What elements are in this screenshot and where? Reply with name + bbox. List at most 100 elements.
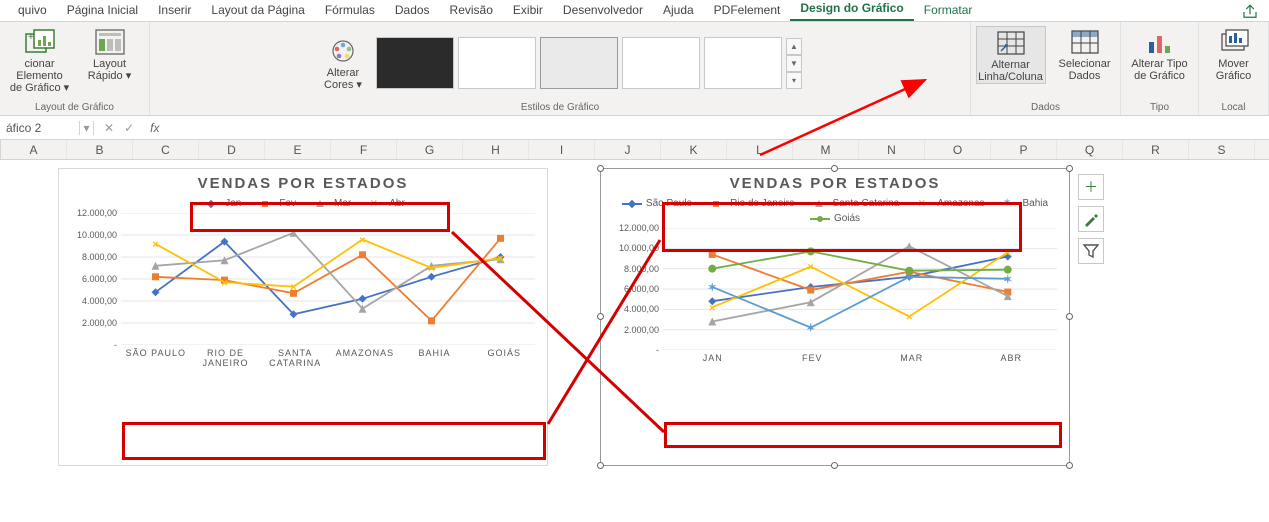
resize-handle[interactable] <box>1066 165 1073 172</box>
column-header[interactable]: F <box>331 140 397 159</box>
column-header[interactable]: A <box>1 140 67 159</box>
column-header[interactable]: B <box>67 140 133 159</box>
tab-formatar[interactable]: Formatar <box>914 0 983 21</box>
type-group-label: Tipo <box>1150 100 1169 113</box>
resize-handle[interactable] <box>1066 462 1073 469</box>
resize-handle[interactable] <box>597 313 604 320</box>
chart-2-legend: São PauloRio de JaneiroSanta CatarinaAma… <box>601 196 1069 228</box>
style-thumb-1[interactable] <box>376 37 454 89</box>
style-thumb-2[interactable] <box>458 37 536 89</box>
legend-item: Abr <box>365 198 405 209</box>
tab-inicio[interactable]: Página Inicial <box>57 0 148 21</box>
column-header[interactable]: G <box>397 140 463 159</box>
select-data-button[interactable]: SelecionarDados <box>1054 26 1116 82</box>
legend-item: Mar <box>310 198 351 209</box>
column-header[interactable]: S <box>1189 140 1255 159</box>
legend-item: Rio de Janeiro <box>706 198 794 209</box>
svg-text:×: × <box>906 311 912 323</box>
chart-styles-button[interactable] <box>1078 206 1104 232</box>
move-chart-button[interactable]: MoverGráfico <box>1205 26 1263 82</box>
column-header[interactable]: O <box>925 140 991 159</box>
column-header[interactable]: M <box>793 140 859 159</box>
tab-formulas[interactable]: Fórmulas <box>315 0 385 21</box>
chart-1[interactable]: VENDAS POR ESTADOS Jan Fev Mar Abr -2.000,0… <box>58 168 548 466</box>
column-header[interactable]: R <box>1123 140 1189 159</box>
column-header[interactable]: L <box>727 140 793 159</box>
svg-text:×: × <box>221 277 227 289</box>
quick-layout-button[interactable]: LayoutRápido ▾ <box>79 26 141 82</box>
column-header[interactable]: Q <box>1057 140 1123 159</box>
column-header[interactable]: K <box>661 140 727 159</box>
chart-elements-button[interactable]: ＋ <box>1078 174 1104 200</box>
share-icon[interactable] <box>1241 3 1259 21</box>
tab-inserir[interactable]: Inserir <box>148 0 201 21</box>
formula-cancel-icon[interactable]: ✕ <box>104 121 114 135</box>
legend-item: Jan <box>201 198 241 209</box>
formula-accept-icon[interactable]: ✓ <box>124 121 134 135</box>
svg-text:+: + <box>28 32 34 43</box>
chart-2-plot: -2.000,004.000,006.000,008.000,0010.000,… <box>663 228 1061 350</box>
svg-text:×: × <box>709 302 715 314</box>
change-colors-button[interactable]: AlterarCores ▾ <box>318 35 368 91</box>
legend-item: São Paulo <box>622 198 692 209</box>
change-colors-label: AlterarCores ▾ <box>324 67 362 91</box>
column-header[interactable]: I <box>529 140 595 159</box>
column-header[interactable]: N <box>859 140 925 159</box>
column-header[interactable]: D <box>199 140 265 159</box>
tab-dados[interactable]: Dados <box>385 0 440 21</box>
change-chart-type-button[interactable]: Alterar Tipode Gráfico <box>1127 26 1193 82</box>
tab-ajuda[interactable]: Ajuda <box>653 0 704 21</box>
svg-text:×: × <box>428 263 434 275</box>
svg-text:✶: ✶ <box>806 323 815 335</box>
move-chart-label: MoverGráfico <box>1216 58 1251 82</box>
chart-2[interactable]: VENDAS POR ESTADOS São PauloRio de Janei… <box>600 168 1070 466</box>
worksheet-area[interactable]: VENDAS POR ESTADOS Jan Fev Mar Abr -2.000,0… <box>0 160 1269 522</box>
gallery-scroll-up[interactable]: ▲ <box>786 38 802 55</box>
chart-side-buttons: ＋ <box>1078 174 1104 264</box>
chart-1-plot: -2.000,004.000,006.000,008.000,0010.000,… <box>121 213 539 345</box>
column-header[interactable]: P <box>991 140 1057 159</box>
name-box[interactable]: áfico 2 <box>0 121 80 135</box>
column-header[interactable]: H <box>463 140 529 159</box>
chart-1-legend: Jan Fev Mar Abr <box>59 196 547 213</box>
column-header[interactable]: E <box>265 140 331 159</box>
chart-filters-button[interactable] <box>1078 238 1104 264</box>
resize-handle[interactable] <box>831 462 838 469</box>
switch-row-column-button[interactable]: AlternarLinha/Coluna <box>976 26 1046 84</box>
tab-revisao[interactable]: Revisão <box>440 0 503 21</box>
add-chart-element-label: cionar Elementode Gráfico ▾ <box>9 58 71 94</box>
svg-text:×: × <box>290 282 296 294</box>
gallery-scroll-down[interactable]: ▼ <box>786 55 802 72</box>
resize-handle[interactable] <box>831 165 838 172</box>
column-header[interactable]: C <box>133 140 199 159</box>
column-headers: ABCDEFGHIJKLMNOPQRS <box>0 140 1269 160</box>
svg-text:×: × <box>808 262 814 274</box>
column-header[interactable]: J <box>595 140 661 159</box>
tab-layout-pagina[interactable]: Layout da Página <box>201 0 314 21</box>
legend-item: Fev <box>255 198 296 209</box>
ribbon: + cionar Elementode Gráfico ▾ LayoutRápi… <box>0 22 1269 116</box>
add-chart-element-button[interactable]: + cionar Elementode Gráfico ▾ <box>9 26 71 94</box>
data-group-label: Dados <box>1031 100 1060 113</box>
tab-desenvolvedor[interactable]: Desenvolvedor <box>553 0 653 21</box>
style-thumb-5[interactable] <box>704 37 782 89</box>
resize-handle[interactable] <box>597 165 604 172</box>
chart-1-title: VENDAS POR ESTADOS <box>59 169 547 196</box>
style-thumb-3[interactable] <box>540 37 618 89</box>
select-data-label: SelecionarDados <box>1059 58 1111 82</box>
tab-pdfelement[interactable]: PDFelement <box>704 0 791 21</box>
style-thumb-4[interactable] <box>622 37 700 89</box>
resize-handle[interactable] <box>597 462 604 469</box>
gallery-more[interactable]: ▾ <box>786 72 802 89</box>
tab-design-grafico[interactable]: Design do Gráfico <box>790 0 913 21</box>
chart-style-gallery[interactable]: ▲ ▼ ▾ <box>376 37 802 89</box>
svg-text:×: × <box>152 239 158 251</box>
chart-1-xlabels: SÃO PAULORIO DEJANEIROSANTACATARINAAMAZO… <box>121 345 539 369</box>
tab-exibir[interactable]: Exibir <box>503 0 553 21</box>
legend-item: Bahia <box>999 198 1049 209</box>
tab-arquivo[interactable]: quivo <box>8 0 57 21</box>
local-group-label: Local <box>1222 100 1246 113</box>
fx-icon[interactable]: fx <box>144 121 159 135</box>
switch-row-column-label: AlternarLinha/Coluna <box>978 59 1043 83</box>
resize-handle[interactable] <box>1066 313 1073 320</box>
